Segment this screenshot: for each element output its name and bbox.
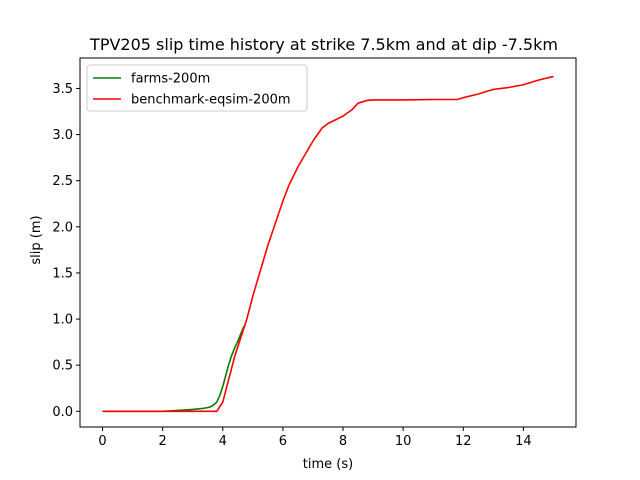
x-tick-label: 4 xyxy=(219,434,227,449)
x-tick-label: 12 xyxy=(455,434,472,449)
legend-label: benchmark-eqsim-200m xyxy=(131,93,291,108)
y-tick-label: 0.0 xyxy=(52,405,73,420)
x-tick-label: 14 xyxy=(515,434,532,449)
plot-frame xyxy=(79,57,577,428)
legend-label: farms-200m xyxy=(131,72,210,87)
legend-box xyxy=(86,64,308,112)
series-line-1 xyxy=(102,326,245,413)
x-tick-label: 2 xyxy=(159,434,167,449)
y-tick-label: 3.0 xyxy=(52,128,73,143)
y-tick-label: 2.5 xyxy=(52,174,73,189)
y-tick-label: 1.5 xyxy=(52,266,73,281)
y-tick-label: 1.0 xyxy=(52,313,73,328)
tick-layer: 0 2 4 6 8 10 12 14 0.0 0.5 1.0 1.5 2.0 2.5 3.0 3.5 xyxy=(52,82,531,449)
series-layer xyxy=(102,75,554,413)
y-tick-label: 0.5 xyxy=(52,359,73,374)
chart-title: TPV205 slip time history at strike 7.5km… xyxy=(89,35,558,54)
plot-area xyxy=(80,58,576,427)
y-tick-label: 3.5 xyxy=(52,82,73,97)
x-tick-label: 8 xyxy=(339,434,347,449)
legend: farms-200m benchmark-eqsim-200m xyxy=(86,64,308,112)
y-axis-label: slip (m) xyxy=(29,215,44,264)
x-axis-label: time (s) xyxy=(303,457,353,472)
x-tick-label: 6 xyxy=(279,434,287,449)
y-tick-label: 2.0 xyxy=(52,220,73,235)
series-line-2 xyxy=(102,75,554,413)
x-tick-label: 10 xyxy=(395,434,412,449)
x-tick-label: 0 xyxy=(98,434,106,449)
